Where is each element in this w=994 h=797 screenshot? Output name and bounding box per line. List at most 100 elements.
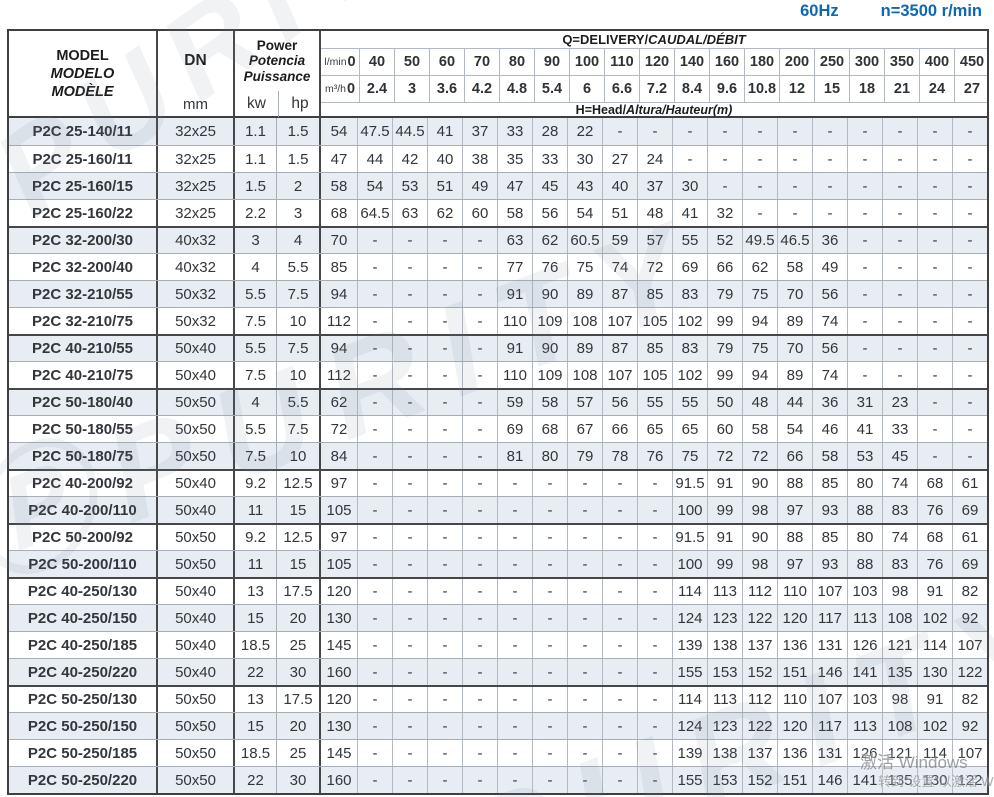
kw-value: 15	[233, 713, 276, 739]
head-value: 100	[672, 551, 707, 577]
head-value: -	[602, 497, 637, 523]
dn-value: 40x32	[156, 254, 233, 280]
table-row: P2C 25-160/22 32x25 2.2 3 68 64.5 63 62 60 58 56 54…	[9, 199, 987, 226]
head-value: 107	[952, 632, 987, 658]
head-value: -	[602, 579, 637, 604]
head-value: -	[917, 281, 952, 307]
head-value: -	[917, 416, 952, 442]
kw-value: 22	[233, 767, 276, 793]
head-value: -	[357, 471, 392, 496]
table-row: P2C 40-200/110 50x40 11 15 105- - - - - - - - -100 99…	[9, 496, 987, 523]
head-value: 24	[637, 146, 672, 172]
head-value: 65	[672, 416, 707, 442]
head-value: 153	[707, 659, 742, 685]
head-value: 79	[707, 336, 742, 361]
hp-value: 25	[276, 740, 319, 766]
head-value: -	[917, 200, 952, 226]
model-name: P2C 25-160/22	[32, 204, 133, 222]
model-name: P2C 32-200/40	[32, 258, 133, 276]
head-value: 100	[672, 497, 707, 523]
kw-value: 1.1	[233, 118, 276, 145]
table-row: P2C 32-200/30 40x32 3 4 70- - - -63 62 60.5 59 57 55…	[9, 226, 987, 253]
head-value: -	[532, 632, 567, 658]
head-value: -	[462, 497, 497, 523]
head-value: 85	[637, 281, 672, 307]
head-value: 68	[532, 416, 567, 442]
head-value: 54	[567, 200, 602, 226]
head-value: -	[357, 713, 392, 739]
head-value: -	[882, 173, 917, 199]
table-header: MODEL MODELO MODÈLE DN mm Power Potencia…	[9, 31, 987, 118]
head-value: 54	[319, 118, 357, 145]
flow-value-cell: 9.6	[709, 76, 744, 102]
head-value: 98	[742, 497, 777, 523]
head-value: -	[532, 767, 567, 793]
head-value: -	[392, 551, 427, 577]
head-value: -	[777, 146, 812, 172]
head-title-italic: Altura/Hauteur(m)	[626, 103, 733, 117]
head-value: 102	[917, 605, 952, 631]
head-value: -	[567, 632, 602, 658]
head-value: 91	[917, 579, 952, 604]
head-value: -	[952, 336, 987, 361]
head-value: -	[392, 497, 427, 523]
head-value: -	[357, 497, 392, 523]
head-value: 98	[882, 687, 917, 712]
flow-value-cell: 450	[954, 49, 989, 75]
head-value: 126	[847, 632, 882, 658]
head-value: -	[532, 659, 567, 685]
head-value: 36	[812, 390, 847, 415]
flow-value-cell: 350	[884, 49, 919, 75]
head-value: 139	[672, 632, 707, 658]
delivery-title: Q=DELIVERY/CAUDAL/DÉBIT	[321, 31, 987, 48]
hp-value: 15	[276, 497, 319, 523]
head-value: 33	[532, 146, 567, 172]
head-value: 105	[319, 497, 357, 523]
head-value: -	[392, 471, 427, 496]
head-value: 91	[497, 281, 532, 307]
head-value: 30	[672, 173, 707, 199]
head-value: -	[497, 659, 532, 685]
head-value: 160	[319, 767, 357, 793]
model-name: P2C 40-200/92	[32, 475, 133, 492]
head-value: -	[497, 740, 532, 766]
head-value: 66	[777, 443, 812, 469]
head-value: 120	[777, 713, 812, 739]
head-value: 98	[742, 551, 777, 577]
head-value: -	[952, 362, 987, 388]
head-value: 90	[742, 471, 777, 496]
head-value: 70	[777, 336, 812, 361]
flow-value-cell: 8.4	[674, 76, 709, 102]
head-value: 88	[777, 471, 812, 496]
head-value: -	[917, 146, 952, 172]
dn-value: 50x40	[156, 605, 233, 631]
frequency-label: 60Hz	[800, 2, 839, 20]
head-value: 155	[672, 767, 707, 793]
model-column-header: MODEL MODELO MODÈLE	[9, 31, 156, 117]
head-value: -	[427, 416, 462, 442]
head-value: 126	[847, 740, 882, 766]
head-value: -	[497, 687, 532, 712]
head-value: 74	[812, 362, 847, 388]
head-value: -	[742, 173, 777, 199]
head-value: 108	[567, 362, 602, 388]
head-value: -	[882, 308, 917, 334]
head-value: 76	[917, 497, 952, 523]
table-row: P2C 40-210/55 50x40 5.5 7.5 94- - - -91 90 89 87 85…	[9, 334, 987, 361]
head-value: 105	[637, 362, 672, 388]
head-value: 91.5	[672, 525, 707, 550]
hp-value: 5.5	[276, 390, 319, 415]
head-value: -	[882, 228, 917, 253]
flow-value-cell: 12	[779, 76, 814, 102]
head-value: 105	[319, 551, 357, 577]
head-value: 79	[707, 281, 742, 307]
pump-spec-table: MODEL MODELO MODÈLE DN mm Power Potencia…	[7, 29, 989, 795]
head-value: 61	[952, 525, 987, 550]
table-row: P2C 32-210/75 50x32 7.5 10 112- - - -110 109 108 1…	[9, 307, 987, 334]
head-value: 36	[812, 228, 847, 253]
model-name: P2C 32-210/55	[32, 285, 133, 303]
head-value: -	[462, 740, 497, 766]
flow-value-cell: 10.8	[744, 76, 779, 102]
flow-value-cell: 6	[569, 76, 604, 102]
